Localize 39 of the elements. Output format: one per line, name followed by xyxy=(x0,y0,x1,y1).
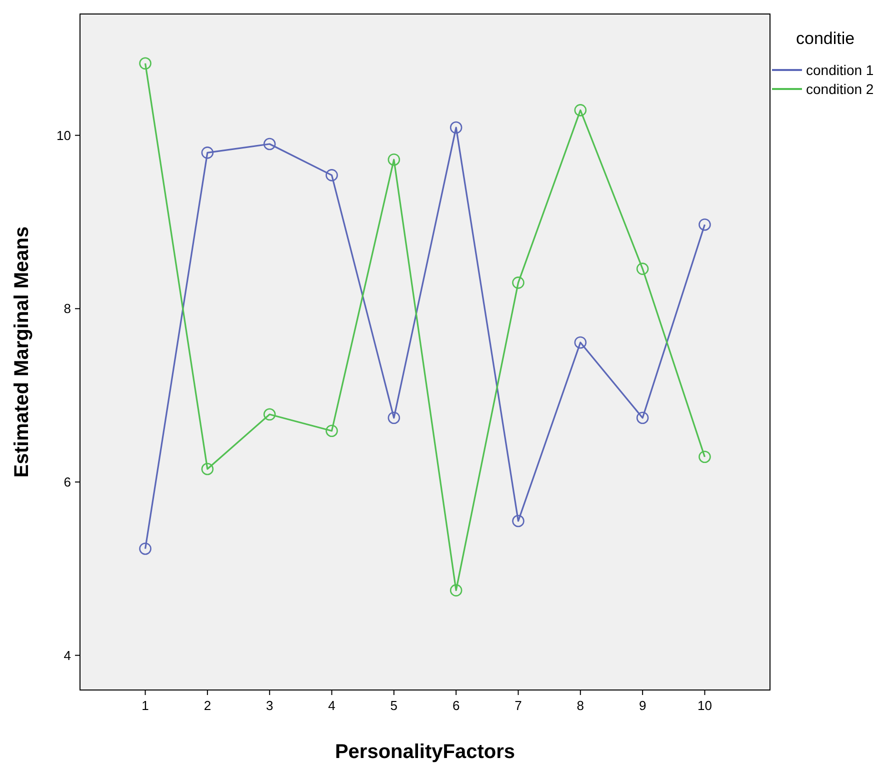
x-tick-label: 3 xyxy=(266,698,274,713)
point xyxy=(388,153,400,166)
point xyxy=(450,584,462,596)
x-tick-label: 5 xyxy=(390,698,398,713)
point xyxy=(450,121,462,134)
point xyxy=(698,450,711,464)
x-tick-label: 9 xyxy=(638,698,646,713)
x-tick-label: 4 xyxy=(328,698,336,713)
x-tick-label: 6 xyxy=(452,698,460,713)
point xyxy=(512,514,524,528)
point xyxy=(326,169,338,182)
y-tick-label: 10 xyxy=(56,128,71,143)
legend-title: conditie xyxy=(796,29,855,48)
point xyxy=(326,424,338,438)
legend-label: condition 1 xyxy=(806,62,874,78)
point xyxy=(636,262,649,275)
point xyxy=(574,104,587,116)
point xyxy=(512,276,524,289)
point xyxy=(263,138,276,150)
point xyxy=(636,412,649,424)
y-tick-label: 6 xyxy=(64,474,71,490)
point xyxy=(263,408,276,421)
point xyxy=(201,462,214,476)
y-axis-title: Estimated Marginal Means xyxy=(11,226,33,478)
x-tick-label: 10 xyxy=(697,698,712,713)
y-tick-label: 8 xyxy=(64,301,71,316)
x-tick-label: 1 xyxy=(142,698,149,713)
x-axis-title: PersonalityFactors xyxy=(334,741,516,763)
legend-label: condition 2 xyxy=(806,80,874,97)
point xyxy=(388,412,400,424)
x-tick-label: 2 xyxy=(204,698,212,713)
point xyxy=(139,57,152,70)
point xyxy=(698,218,711,231)
y-tick-label: 4 xyxy=(64,648,71,663)
point xyxy=(139,542,152,555)
x-tick-label: 8 xyxy=(576,698,584,713)
point xyxy=(201,146,214,159)
x-tick-label: 7 xyxy=(514,698,522,713)
point xyxy=(574,336,587,349)
